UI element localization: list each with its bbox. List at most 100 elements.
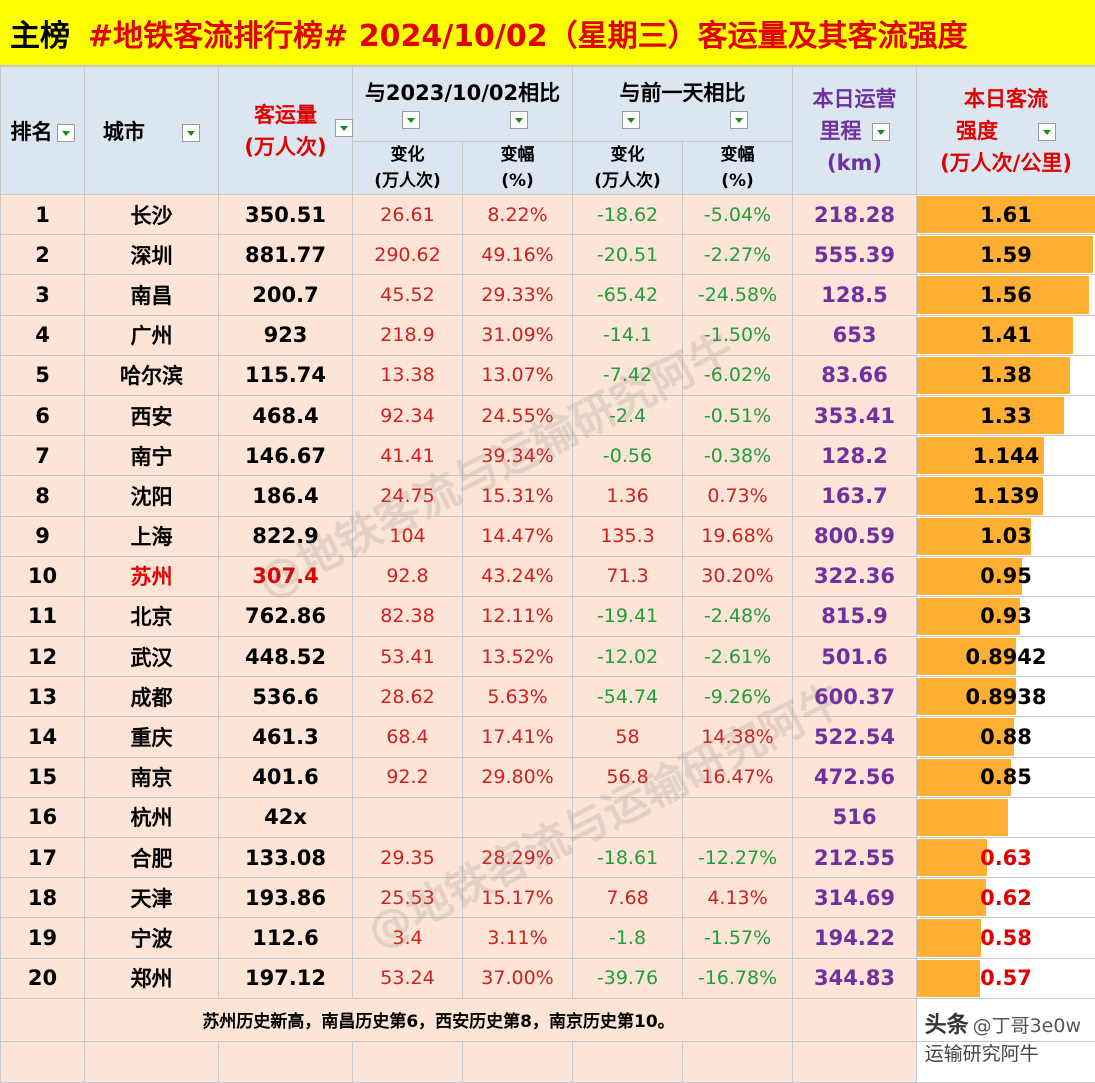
header-intensity-line1: 本日客流 bbox=[917, 83, 1095, 115]
intensity-value: 1.59 bbox=[980, 243, 1032, 267]
dod-change-cell: -39.76 bbox=[573, 958, 683, 998]
header-rank-label: 排名 bbox=[11, 120, 53, 144]
header-passengers: 客运量 (万人次) bbox=[219, 67, 353, 195]
km-cell: 472.56 bbox=[793, 757, 917, 797]
dod-change-cell: 56.8 bbox=[573, 757, 683, 797]
yoy-change-cell: 24.75 bbox=[353, 476, 463, 516]
dod-change-cell: -7.42 bbox=[573, 355, 683, 395]
passengers-cell: 193.86 bbox=[219, 878, 353, 918]
yoy-pct-cell: 31.09% bbox=[463, 315, 573, 355]
header-yoy-group: 与2023/10/02相比 bbox=[353, 67, 573, 142]
filter-intensity-button[interactable] bbox=[1038, 123, 1056, 141]
yoy-change-cell: 92.34 bbox=[353, 395, 463, 435]
km-cell: 163.7 bbox=[793, 476, 917, 516]
header-km-line2-text: 里程 bbox=[820, 119, 862, 143]
yoy-pct-cell: 3.11% bbox=[463, 918, 573, 958]
header-intensity: 本日客流 强度 (万人次/公里) bbox=[917, 67, 1095, 195]
filter-yoy-change-button[interactable] bbox=[402, 111, 420, 129]
blank-cell bbox=[793, 1041, 917, 1082]
city-cell: 杭州 bbox=[85, 797, 219, 837]
yoy-pct-cell bbox=[463, 797, 573, 837]
intensity-cell: 1.61 bbox=[917, 195, 1095, 235]
km-cell: 83.66 bbox=[793, 355, 917, 395]
filter-city-button[interactable] bbox=[182, 124, 200, 142]
intensity-cell: 0.85 bbox=[917, 757, 1095, 797]
intensity-value: 1.38 bbox=[980, 363, 1032, 387]
yoy-pct-cell: 29.33% bbox=[463, 275, 573, 315]
yoy-change-cell: 26.61 bbox=[353, 195, 463, 235]
intensity-value: 0.88 bbox=[980, 725, 1032, 749]
yoy-pct-cell: 24.55% bbox=[463, 395, 573, 435]
intensity-value: 0.62 bbox=[980, 886, 1032, 910]
header-yoy-label: 与2023/10/02相比 bbox=[365, 81, 560, 105]
yoy-change-cell: 68.4 bbox=[353, 717, 463, 757]
header-passengers-line2: (万人次) bbox=[219, 131, 352, 163]
yoy-change-cell bbox=[353, 797, 463, 837]
yoy-pct-cell: 8.22% bbox=[463, 195, 573, 235]
filter-rank-button[interactable] bbox=[57, 124, 75, 142]
intensity-cell: 1.41 bbox=[917, 315, 1095, 355]
dod-pct-cell: -5.04% bbox=[683, 195, 793, 235]
filter-dod-pct-button[interactable] bbox=[730, 111, 748, 129]
city-cell: 南宁 bbox=[85, 436, 219, 476]
city-cell: 深圳 bbox=[85, 235, 219, 275]
yoy-change-cell: 53.24 bbox=[353, 958, 463, 998]
intensity-cell: 0.95 bbox=[917, 556, 1095, 596]
header-dod-change: 变化(万人次) bbox=[573, 142, 683, 195]
yoy-change-cell: 92.2 bbox=[353, 757, 463, 797]
header-km-line3: (km) bbox=[793, 147, 916, 179]
dod-pct-cell: -2.61% bbox=[683, 637, 793, 677]
yoy-change-cell: 13.38 bbox=[353, 355, 463, 395]
header-city: 城市 bbox=[85, 67, 219, 195]
rank-cell: 16 bbox=[1, 797, 85, 837]
city-cell: 南昌 bbox=[85, 275, 219, 315]
yoy-pct-cell: 49.16% bbox=[463, 235, 573, 275]
km-cell: 501.6 bbox=[793, 637, 917, 677]
filter-passengers-button[interactable] bbox=[335, 119, 353, 137]
note-cell-blank-km bbox=[793, 998, 917, 1041]
passengers-cell: 42x bbox=[219, 797, 353, 837]
rank-cell: 2 bbox=[1, 235, 85, 275]
filter-km-button[interactable] bbox=[872, 123, 890, 141]
city-cell: 广州 bbox=[85, 315, 219, 355]
city-cell: 苏州 bbox=[85, 556, 219, 596]
dod-change-cell: -2.4 bbox=[573, 395, 683, 435]
rank-cell: 8 bbox=[1, 476, 85, 516]
dod-pct-cell: -6.02% bbox=[683, 355, 793, 395]
intensity-bar bbox=[917, 799, 1008, 836]
yoy-pct-cell: 5.63% bbox=[463, 677, 573, 717]
filter-dod-change-button[interactable] bbox=[622, 111, 640, 129]
intensity-bar bbox=[917, 919, 981, 956]
passengers-cell: 762.86 bbox=[219, 596, 353, 636]
yoy-pct-cell: 14.47% bbox=[463, 516, 573, 556]
dod-change-cell: 58 bbox=[573, 717, 683, 757]
rank-cell: 15 bbox=[1, 757, 85, 797]
intensity-value: 1.33 bbox=[980, 404, 1032, 428]
yoy-change-cell: 290.62 bbox=[353, 235, 463, 275]
intensity-value: 0.57 bbox=[980, 966, 1032, 990]
dod-change-cell: -18.61 bbox=[573, 838, 683, 878]
km-cell: 516 bbox=[793, 797, 917, 837]
km-cell: 218.28 bbox=[793, 195, 917, 235]
dod-change-cell: -19.41 bbox=[573, 596, 683, 636]
filter-yoy-pct-button[interactable] bbox=[510, 111, 528, 129]
city-cell: 武汉 bbox=[85, 637, 219, 677]
yoy-pct-cell: 28.29% bbox=[463, 838, 573, 878]
dod-pct-cell bbox=[683, 797, 793, 837]
intensity-value: 1.61 bbox=[980, 203, 1032, 227]
passengers-cell: 186.4 bbox=[219, 476, 353, 516]
passengers-cell: 468.4 bbox=[219, 395, 353, 435]
dod-pct-cell: -1.50% bbox=[683, 315, 793, 355]
passengers-cell: 133.08 bbox=[219, 838, 353, 878]
intensity-cell bbox=[917, 797, 1095, 837]
yoy-pct-cell: 13.07% bbox=[463, 355, 573, 395]
